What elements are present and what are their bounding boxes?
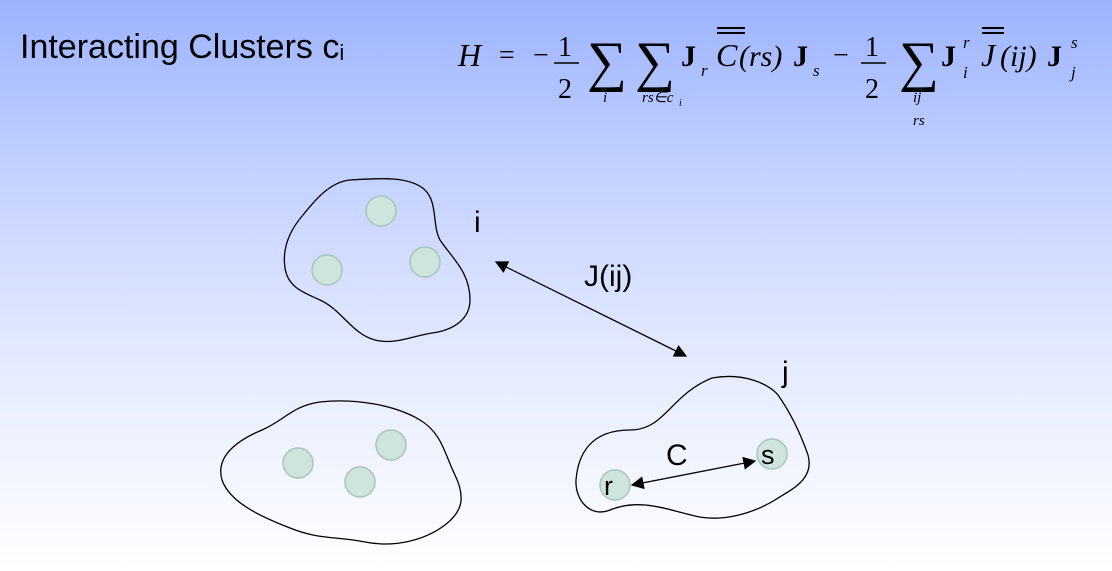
cluster-i-outline xyxy=(283,177,471,343)
formula-r-sup: r xyxy=(963,33,970,52)
intra-cluster-arrow xyxy=(630,456,757,490)
site-node-s xyxy=(756,438,788,470)
formula-sum-1-index: i xyxy=(603,90,607,106)
site-node xyxy=(375,429,407,461)
site-node xyxy=(282,447,314,479)
formula-J-s: J xyxy=(793,40,808,73)
formula-s-sub: s xyxy=(813,61,820,80)
formula-half-num-2: 1 xyxy=(865,32,879,63)
formula-rs-arg: (rs) xyxy=(739,40,782,73)
formula-s-sup: s xyxy=(1071,33,1078,52)
formula-j-sub: j xyxy=(1069,63,1076,82)
formula-half-num-1: 1 xyxy=(558,32,572,63)
site-node xyxy=(311,254,343,286)
cluster-i-label: i xyxy=(474,206,481,239)
formula-sum-1: ∑ xyxy=(587,31,627,93)
inter-cluster-label: J(ij) xyxy=(584,260,632,293)
formula-sum-2-index-sub: i xyxy=(679,98,682,109)
site-node xyxy=(344,466,376,498)
formula-equals: = xyxy=(499,40,515,71)
title-subscript: i xyxy=(339,40,345,65)
formula-half-den-2: 2 xyxy=(865,74,879,105)
formula-lhs: H xyxy=(457,37,483,73)
site-node xyxy=(365,195,397,227)
site-node-r xyxy=(599,469,631,501)
cluster-j-label: j xyxy=(781,356,789,389)
formula-sum-2: ∑ xyxy=(635,31,675,93)
formula-sum-2-index: rs∈c xyxy=(642,90,674,106)
intra-cluster-label: C xyxy=(666,439,688,472)
cluster-j-outline xyxy=(575,375,810,519)
formula-minus-1: − xyxy=(533,40,549,71)
site-node xyxy=(409,246,441,278)
formula-ij-arg: (ij) xyxy=(1000,40,1037,73)
formula-sum-3-index-top: ij xyxy=(913,90,921,106)
site-r-label: r xyxy=(604,471,613,501)
formula-r-sub: r xyxy=(701,61,708,80)
cluster-other-outline xyxy=(220,400,462,545)
formula-Jbar: J xyxy=(981,37,997,73)
inter-cluster-arrow xyxy=(494,261,688,357)
formula-C: C xyxy=(716,37,738,73)
formula-half-den-1: 2 xyxy=(558,74,572,105)
formula-sum-3: ∑ xyxy=(899,31,939,93)
formula-sum-3-index-bottom: rs xyxy=(913,113,925,129)
hamiltonian-formula: H = − 1 2 ∑ i ∑ rs∈c i J r C (rs) J s − … xyxy=(457,27,1078,129)
formula-minus-2: − xyxy=(833,40,849,71)
title-main: Interacting Clusters c xyxy=(20,28,340,66)
slide-title: Interacting Clusters ci xyxy=(20,28,344,67)
formula-J-j: J xyxy=(1047,40,1062,73)
site-s-label: s xyxy=(761,440,775,470)
formula-J-i: J xyxy=(941,40,956,73)
formula-J-r: J xyxy=(681,40,696,73)
formula-i-sub: i xyxy=(963,63,968,82)
